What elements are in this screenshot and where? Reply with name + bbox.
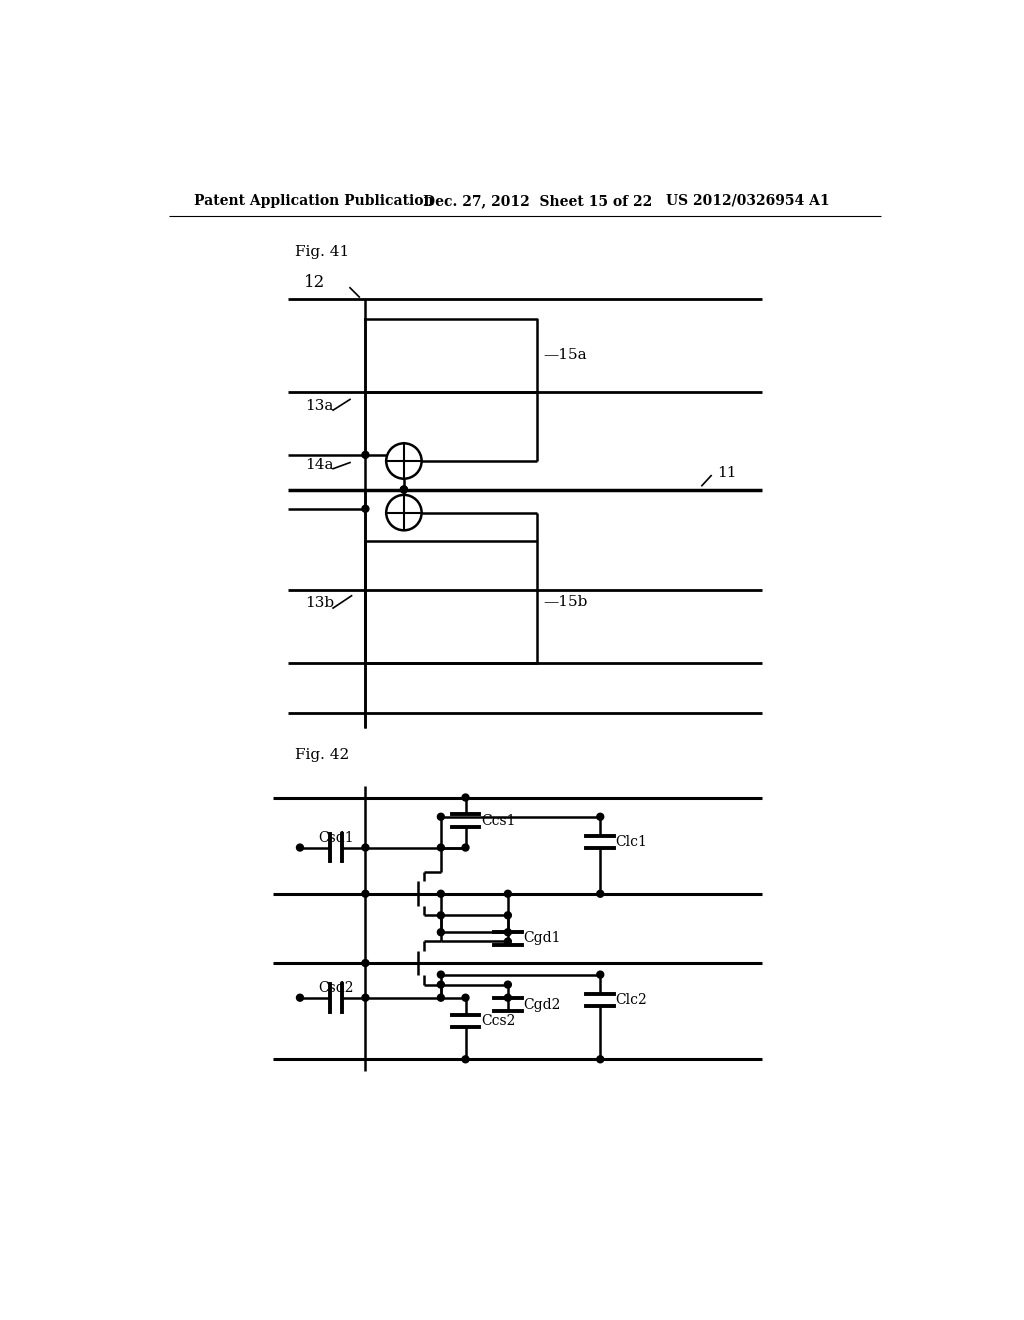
Circle shape [437,912,444,919]
Circle shape [505,994,511,1001]
Circle shape [361,960,369,966]
Circle shape [597,890,604,898]
Circle shape [400,486,408,492]
Circle shape [505,890,511,898]
Circle shape [597,972,604,978]
Text: US 2012/0326954 A1: US 2012/0326954 A1 [666,194,829,207]
Text: Csd1: Csd1 [318,830,354,845]
Circle shape [462,1056,469,1063]
Circle shape [505,929,511,936]
Text: Fig. 42: Fig. 42 [295,748,349,762]
Text: 11: 11 [717,466,737,479]
Text: Ccs2: Ccs2 [481,1014,515,1028]
Circle shape [437,890,444,898]
Text: Patent Application Publication: Patent Application Publication [194,194,433,207]
Circle shape [437,972,444,978]
Text: 14a: 14a [305,458,334,471]
Circle shape [297,843,303,851]
Circle shape [462,795,469,801]
Circle shape [437,929,444,936]
Text: 13b: 13b [305,597,335,610]
Circle shape [462,843,469,851]
Text: —15a: —15a [544,348,587,362]
Circle shape [400,486,408,492]
Text: Fig. 41: Fig. 41 [295,246,349,259]
Circle shape [361,451,369,458]
Text: Ccs1: Ccs1 [481,813,515,828]
Text: Cgd2: Cgd2 [523,998,560,1011]
Text: Clc1: Clc1 [615,836,647,849]
Circle shape [437,981,444,989]
Text: —15b: —15b [544,595,588,609]
Text: 12: 12 [304,273,326,290]
Circle shape [361,994,369,1001]
Circle shape [361,890,369,898]
Text: Csd2: Csd2 [318,981,354,995]
Circle shape [505,981,511,989]
Circle shape [361,506,369,512]
Circle shape [437,843,444,851]
Circle shape [505,912,511,919]
Circle shape [361,843,369,851]
Circle shape [505,939,511,945]
Circle shape [597,813,604,820]
Text: Cgd1: Cgd1 [523,932,561,945]
Text: Clc2: Clc2 [615,993,647,1007]
Circle shape [597,1056,604,1063]
Circle shape [437,813,444,820]
Circle shape [437,994,444,1001]
Circle shape [297,994,303,1001]
Circle shape [462,994,469,1001]
Text: Dec. 27, 2012  Sheet 15 of 22: Dec. 27, 2012 Sheet 15 of 22 [423,194,652,207]
Text: 13a: 13a [305,399,334,413]
